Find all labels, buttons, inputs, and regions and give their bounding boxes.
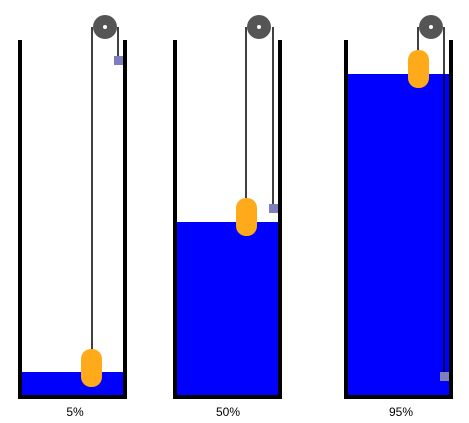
tank-wall bbox=[344, 40, 453, 399]
pulley-hub bbox=[103, 25, 107, 29]
tank-wall bbox=[173, 40, 282, 399]
counterweight bbox=[114, 56, 123, 65]
tank-3 bbox=[344, 15, 453, 399]
float bbox=[236, 198, 257, 236]
tank-1 bbox=[18, 15, 127, 399]
tank-1-label: 5% bbox=[66, 405, 84, 419]
tank-wall bbox=[18, 40, 127, 399]
counterweight bbox=[269, 204, 278, 213]
float bbox=[81, 349, 102, 387]
water-fill bbox=[346, 74, 451, 397]
tank-2 bbox=[173, 15, 282, 399]
water-fill bbox=[175, 222, 280, 397]
float bbox=[408, 50, 429, 88]
pulley-hub bbox=[257, 25, 261, 29]
water-fill bbox=[20, 372, 125, 397]
tank-3-label: 95% bbox=[388, 405, 414, 419]
tank-2-label: 50% bbox=[215, 405, 241, 419]
counterweight bbox=[440, 372, 449, 381]
pulley-hub bbox=[429, 25, 433, 29]
